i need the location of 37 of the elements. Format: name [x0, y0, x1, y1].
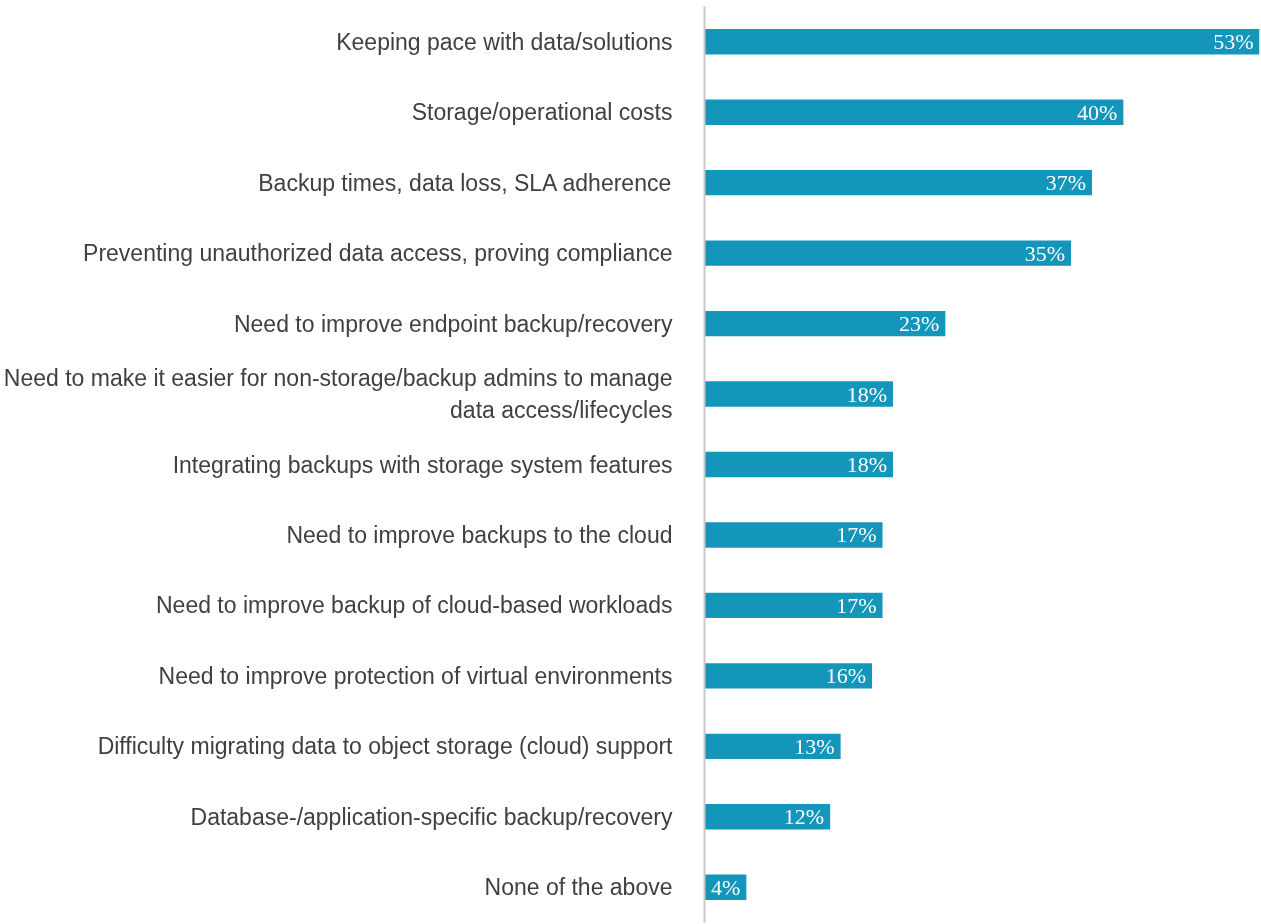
bar [704, 733, 841, 760]
data-label: 17% [836, 522, 877, 548]
data-label: 53% [1213, 29, 1254, 55]
y-tick-label: Need to improve protection of virtual environments [158, 662, 673, 689]
bar [704, 592, 883, 619]
data-label: 23% [899, 311, 940, 337]
data-label: 37% [1045, 170, 1086, 196]
bar [704, 522, 883, 548]
bar [704, 169, 1092, 196]
data-label: 40% [1077, 99, 1118, 125]
data-label: 4% [711, 874, 741, 900]
y-tick-label: Integrating backups with storage system features [172, 451, 673, 478]
y-tick-label: Need to improve backups to the cloud [286, 521, 673, 548]
y-tick-label: Need to make it easier for non-storage/backup admins to manage data access/lifecycles [3, 365, 673, 423]
bar [704, 310, 946, 337]
data-label: 13% [794, 733, 835, 759]
y-tick-label: None of the above [484, 874, 673, 901]
bar [704, 663, 873, 689]
y-tick-label: Need to improve endpoint backup/recovery [233, 310, 673, 337]
data-label: 18% [846, 381, 887, 407]
y-tick-label: Storage/operational costs [411, 99, 673, 126]
bar [704, 451, 893, 478]
data-label: 16% [825, 663, 867, 689]
data-label: 12% [783, 804, 825, 830]
bar [704, 29, 1260, 55]
bar [704, 99, 1124, 125]
y-tick-label: Database-/application-specific backup/recovery [190, 803, 673, 830]
data-label: 17% [836, 592, 877, 618]
data-label: 18% [846, 452, 887, 477]
y-tick-label: Need to improve backup of cloud-based workloads [155, 592, 673, 619]
y-tick-label: Keeping pace with data/solutions [336, 28, 673, 55]
y-tick-label: Preventing unauthorized data access, proving compliance [83, 240, 673, 267]
data-label: 35% [1024, 240, 1066, 266]
y-tick-label: Difficulty migrating data to object storage (cloud) support [97, 733, 674, 760]
y-tick-label: Backup times, data loss, SLA adherence [258, 169, 672, 196]
bar [704, 381, 893, 407]
bar [704, 240, 1072, 266]
